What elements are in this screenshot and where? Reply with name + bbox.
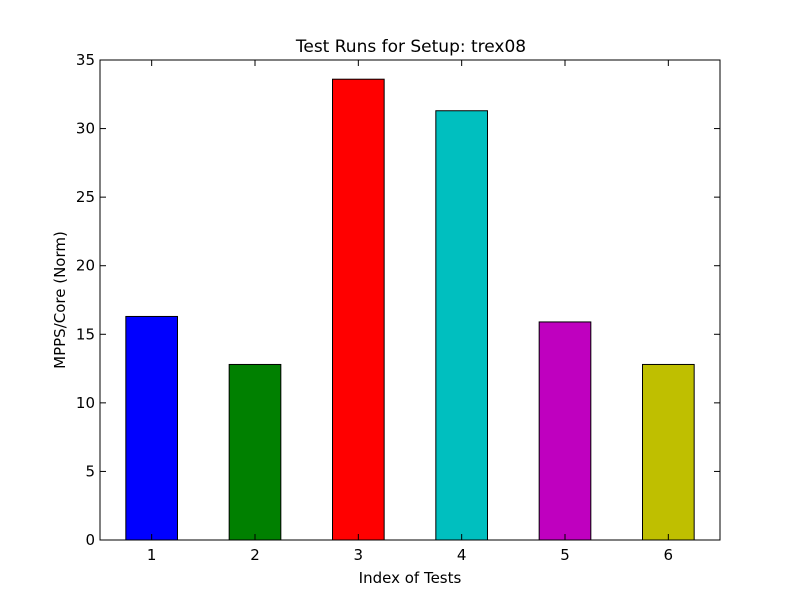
y-tick-label: 5 (85, 462, 95, 480)
bar-3 (332, 78, 385, 541)
bar-1 (125, 315, 179, 541)
y-axis-label: MPPS/Core (Norm) (51, 231, 69, 369)
y-tick-label: 30 (76, 120, 95, 138)
y-tick-label: 10 (76, 394, 95, 412)
x-tick-label: 6 (664, 546, 674, 564)
x-tick-label: 4 (457, 546, 467, 564)
y-tick-label: 15 (76, 325, 95, 343)
bar-6 (642, 363, 695, 541)
y-tick-label: 35 (76, 51, 95, 69)
x-tick-label: 5 (560, 546, 570, 564)
bar-5 (538, 321, 592, 541)
bars-group (125, 78, 695, 541)
x-tick-label: 1 (147, 546, 157, 564)
y-axis-ticks: 0 5 10 15 20 25 30 35 (76, 51, 720, 549)
y-tick-label: 0 (85, 531, 95, 549)
x-tick-label: 2 (250, 546, 260, 564)
x-tick-label: 3 (354, 546, 364, 564)
x-axis-ticks: 1 2 3 4 5 6 (147, 60, 673, 564)
plot-frame (99, 59, 721, 541)
y-tick-label: 25 (76, 188, 95, 206)
bar-2 (228, 363, 282, 541)
bar-4 (435, 110, 489, 541)
y-tick-label: 20 (76, 257, 95, 275)
x-axis-label: Index of Tests (359, 569, 462, 587)
chart-title: Test Runs for Setup: trex08 (295, 37, 526, 57)
